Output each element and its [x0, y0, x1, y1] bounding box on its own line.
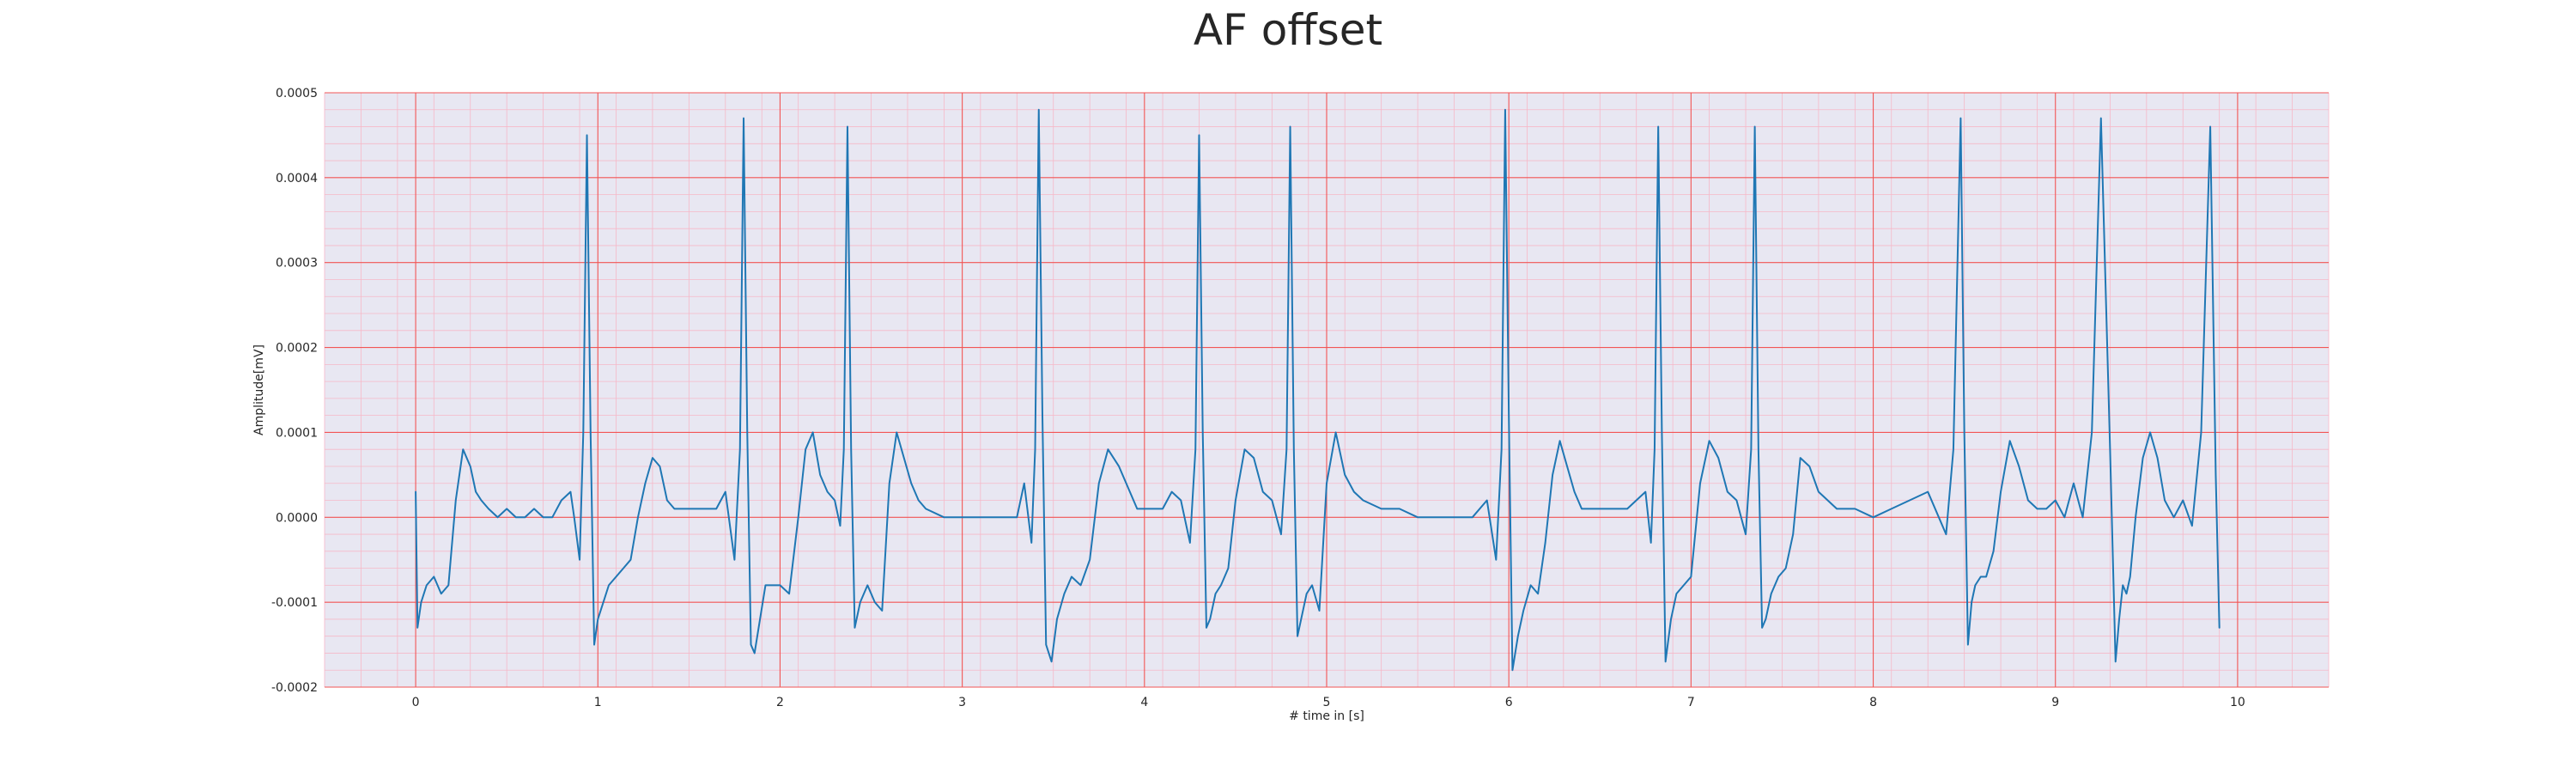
y-tick-label: -0.0002	[271, 681, 318, 695]
y-tick-label: 0.0001	[276, 426, 318, 440]
x-axis-label: # time in [s]	[1289, 709, 1364, 723]
x-tick-label: 4	[1140, 696, 1148, 709]
x-tick-label: 0	[412, 696, 420, 709]
y-tick-label: 0.0004	[276, 172, 318, 186]
y-tick-label: 0.0002	[276, 342, 318, 356]
x-tick-label: 5	[1323, 696, 1331, 709]
x-tick-label: 2	[776, 696, 784, 709]
y-tick-label: 0.0005	[276, 87, 318, 100]
x-tick-labels: 0 1 2 3 4 5 6 7 8 9 10	[412, 696, 2245, 709]
y-tick-label: 0.0000	[276, 511, 318, 525]
x-tick-label: 1	[594, 696, 602, 709]
y-tick-label: -0.0001	[271, 596, 318, 610]
x-tick-label: 3	[958, 696, 966, 709]
y-axis-label: Amplitude[mV]	[252, 344, 266, 435]
major-grid	[325, 92, 2329, 688]
y-tick-labels: -0.0002 -0.0001 0.0000 0.0001 0.0002 0.0003 0.…	[271, 87, 318, 695]
x-tick-label: 7	[1687, 696, 1695, 709]
x-tick-label: 6	[1505, 696, 1513, 709]
series-line	[415, 108, 2221, 672]
x-tick-label: 8	[1869, 696, 1877, 709]
chart-title: AF offset	[1194, 5, 1382, 55]
x-tick-label: 9	[2051, 696, 2059, 709]
series-layer	[415, 108, 2221, 672]
y-tick-label: 0.0003	[276, 257, 318, 271]
x-tick-label: 10	[2230, 696, 2245, 709]
